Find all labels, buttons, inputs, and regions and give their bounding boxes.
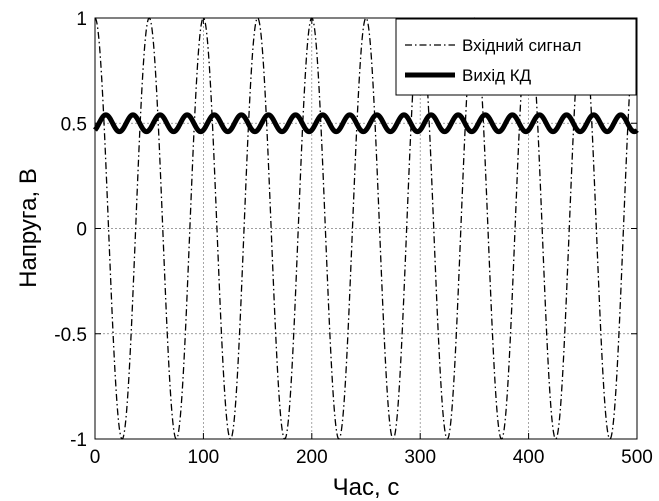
- legend-label-output: Вихід КД: [462, 66, 532, 85]
- x-tick-label: 300: [404, 447, 436, 468]
- x-tick-label: 400: [513, 447, 545, 468]
- x-tick-label: 100: [188, 447, 220, 468]
- y-tick-label: 0.5: [61, 114, 87, 135]
- y-axis-label: Напруга, В: [15, 168, 42, 288]
- y-tick-label: 1: [76, 9, 87, 30]
- legend: Вхідний сигнал Вихід КД: [395, 18, 637, 96]
- y-tick-label: 0: [76, 220, 87, 241]
- plot-frame: [94, 17, 638, 440]
- series-detector-output: [92, 112, 640, 135]
- legend-box: [395, 18, 637, 96]
- y-tick-label: -1: [70, 430, 87, 451]
- x-tick-label: 0: [90, 447, 101, 468]
- legend-label-input: Вхідний сигнал: [462, 36, 581, 55]
- x-axis-label: Час, с: [333, 474, 400, 501]
- series-input-signal: [94, 17, 638, 440]
- series-layer: [92, 17, 640, 440]
- ticks: 0 100 200 300 400 500 -1 -0.5 0 0.5 1: [54, 9, 653, 468]
- x-tick-label: 200: [296, 447, 328, 468]
- x-tick-label: 500: [621, 447, 653, 468]
- y-tick-label: -0.5: [54, 325, 87, 346]
